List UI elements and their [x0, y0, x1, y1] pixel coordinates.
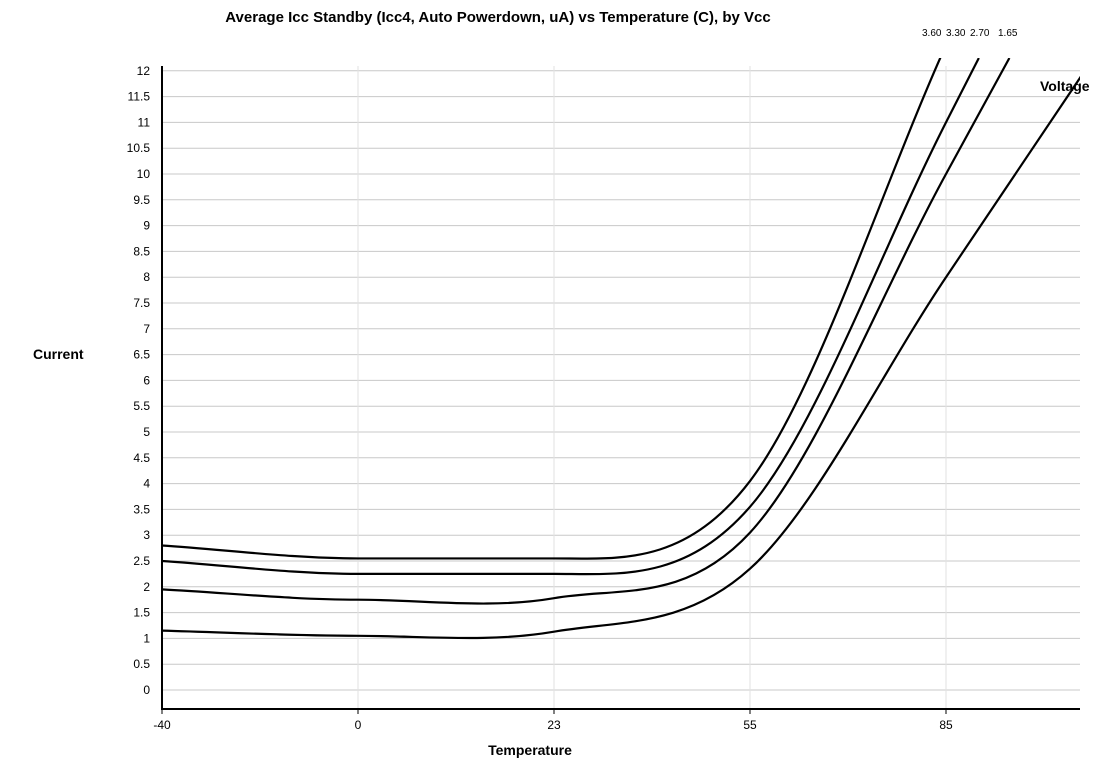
y-tick-label: 1.5 — [133, 606, 150, 620]
y-tick-label: 3 — [143, 528, 150, 542]
y-tick-label: 4 — [143, 477, 150, 491]
series-lines — [162, 58, 1080, 640]
x-tick-labels: -40 0 23 55 85 — [153, 709, 953, 732]
y-tick-label: 2 — [143, 580, 150, 594]
y-tick-label: 5.5 — [133, 399, 150, 413]
y-tick-label: 0 — [143, 683, 150, 697]
x-tick-label: 55 — [743, 718, 757, 732]
x-axis-title: Temperature — [488, 742, 572, 758]
y-tick-label: 2.5 — [133, 554, 150, 568]
x-tick-label: 85 — [939, 718, 953, 732]
x-tick-label: -40 — [153, 718, 171, 732]
series-label: 3.60 — [922, 28, 942, 39]
y-tick-label: 4.5 — [133, 451, 150, 465]
y-tick-label: 10 — [137, 167, 151, 181]
y-tick-label: 0.5 — [133, 657, 150, 671]
y-tick-label: 5 — [143, 425, 150, 439]
series-label: 2.70 — [970, 28, 990, 39]
series-label: 3.30 — [946, 28, 966, 39]
y-tick-label: 11.5 — [128, 90, 151, 104]
series-label: 1.65 — [998, 28, 1018, 39]
y-tick-label: 10.5 — [127, 141, 151, 155]
y-tick-label: 7.5 — [133, 296, 150, 310]
y-tick-label: 3.5 — [133, 502, 150, 516]
y-tick-label: 9 — [143, 219, 150, 233]
chart-title: Average Icc Standby (Icc4, Auto Powerdow… — [225, 9, 770, 26]
legend-title: Voltage — [1040, 78, 1090, 94]
series-line-3-30 — [162, 58, 980, 576]
y-tick-label: 1 — [143, 631, 150, 645]
y-tick-label: 11 — [138, 115, 151, 129]
y-tick-labels: 00.511.522.533.544.555.566.577.588.599.5… — [127, 64, 151, 697]
x-tick-label: 23 — [547, 718, 561, 732]
series-line-1-65 — [162, 75, 1080, 640]
y-tick-label: 7 — [143, 322, 150, 336]
y-tick-label: 9.5 — [133, 193, 150, 207]
grid-lines — [162, 70, 1080, 691]
y-tick-label: 12 — [137, 64, 151, 78]
y-tick-label: 6 — [143, 373, 150, 387]
y-tick-label: 8.5 — [133, 244, 150, 258]
x-tick-label: 0 — [355, 718, 362, 732]
series-line-3-60 — [162, 58, 942, 560]
y-tick-label: 8 — [143, 270, 150, 284]
series-line-2-70 — [162, 58, 1011, 605]
series-labels: 3.60 3.30 2.70 1.65 — [922, 28, 1018, 39]
y-axis-title: Current — [33, 346, 84, 362]
y-tick-label: 6.5 — [133, 348, 150, 362]
